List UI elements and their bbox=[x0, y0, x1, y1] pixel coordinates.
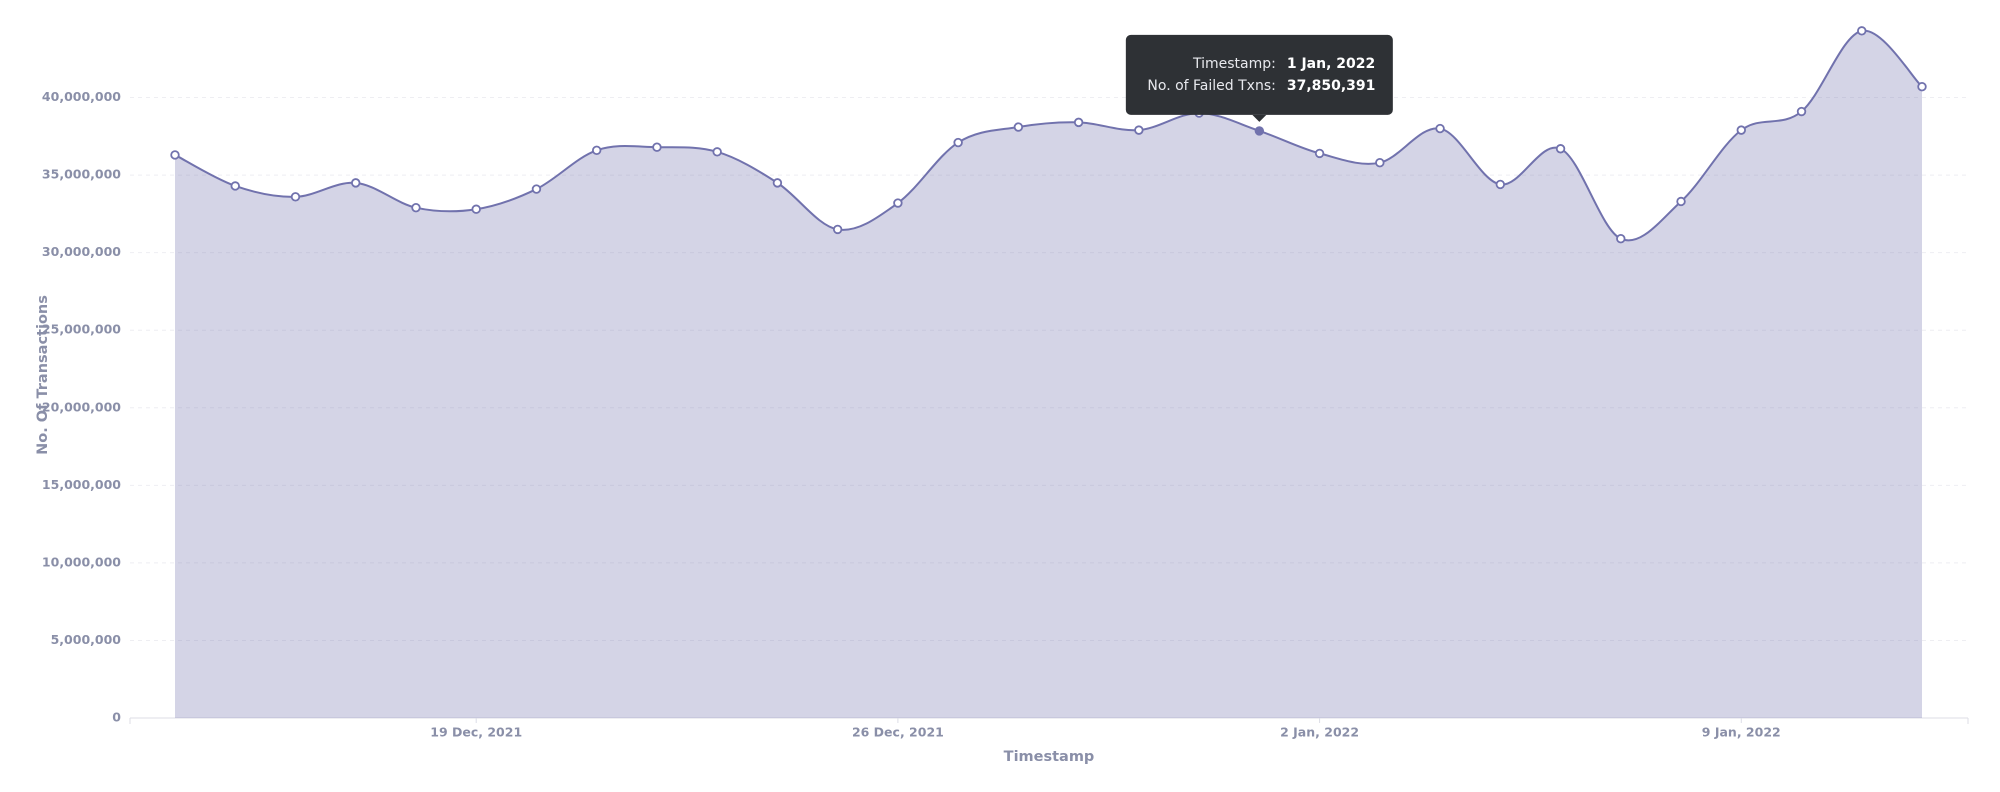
data-point[interactable] bbox=[471, 204, 481, 214]
data-point[interactable] bbox=[230, 181, 240, 191]
data-point[interactable] bbox=[1073, 117, 1084, 128]
tooltip-value: 1 Jan, 2022 bbox=[1287, 56, 1375, 72]
data-point[interactable] bbox=[1555, 144, 1566, 154]
data-point[interactable] bbox=[170, 150, 180, 160]
data-point[interactable] bbox=[351, 178, 361, 188]
tooltip: Timestamp: 1 Jan, 2022 No. of Failed Txns:… bbox=[1125, 34, 1393, 122]
y-tick-label: 0 bbox=[112, 710, 121, 725]
x-tick-label: 2 Jan, 2022 bbox=[1280, 725, 1359, 740]
y-axis-title: No. Of Transactions bbox=[35, 295, 51, 455]
data-point[interactable] bbox=[832, 224, 843, 235]
data-point[interactable] bbox=[712, 147, 722, 157]
data-point[interactable] bbox=[772, 178, 783, 188]
y-tick-label: 15,000,000 bbox=[42, 477, 121, 492]
data-point[interactable] bbox=[531, 184, 542, 194]
y-tick-label: 25,000,000 bbox=[42, 322, 121, 337]
data-point[interactable] bbox=[290, 192, 301, 202]
data-point[interactable] bbox=[411, 202, 421, 213]
tooltip-label: Timestamp: bbox=[1192, 56, 1276, 72]
data-point[interactable] bbox=[1736, 125, 1746, 135]
tooltip-box bbox=[1125, 34, 1393, 115]
data-point[interactable] bbox=[1254, 126, 1265, 136]
y-tick-label: 30,000,000 bbox=[42, 244, 121, 259]
data-point[interactable] bbox=[1495, 179, 1506, 190]
y-tick-label: 35,000,000 bbox=[42, 167, 121, 182]
tooltip-arrow bbox=[1252, 114, 1267, 122]
data-point[interactable] bbox=[1796, 106, 1807, 117]
x-axis-title: Timestamp bbox=[1004, 749, 1095, 765]
y-tick-label: 5,000,000 bbox=[51, 632, 122, 647]
data-point[interactable] bbox=[1676, 196, 1686, 207]
data-point[interactable] bbox=[1134, 125, 1144, 135]
tooltip-value: 37,850,391 bbox=[1287, 78, 1376, 94]
x-tick-label: 19 Dec, 2021 bbox=[430, 725, 522, 740]
data-point[interactable] bbox=[893, 198, 903, 208]
data-point[interactable] bbox=[591, 145, 602, 155]
data-point[interactable] bbox=[953, 137, 963, 148]
y-tick-label: 20,000,000 bbox=[42, 399, 121, 414]
data-point[interactable] bbox=[1857, 26, 1867, 36]
data-point[interactable] bbox=[1435, 123, 1445, 134]
data-point[interactable] bbox=[1314, 148, 1325, 159]
area bbox=[175, 30, 1922, 718]
data-point[interactable] bbox=[1375, 158, 1385, 168]
y-tick-label: 40,000,000 bbox=[42, 89, 121, 104]
tooltip-label: No. of Failed Txns: bbox=[1147, 78, 1275, 94]
data-point[interactable] bbox=[652, 142, 662, 152]
x-tick-label: 9 Jan, 2022 bbox=[1702, 725, 1781, 740]
data-point[interactable] bbox=[1917, 81, 1927, 92]
y-tick-label: 10,000,000 bbox=[42, 554, 121, 569]
data-point[interactable] bbox=[1013, 122, 1024, 132]
data-point[interactable] bbox=[1616, 234, 1626, 244]
x-tick-label: 26 Dec, 2021 bbox=[852, 725, 944, 740]
